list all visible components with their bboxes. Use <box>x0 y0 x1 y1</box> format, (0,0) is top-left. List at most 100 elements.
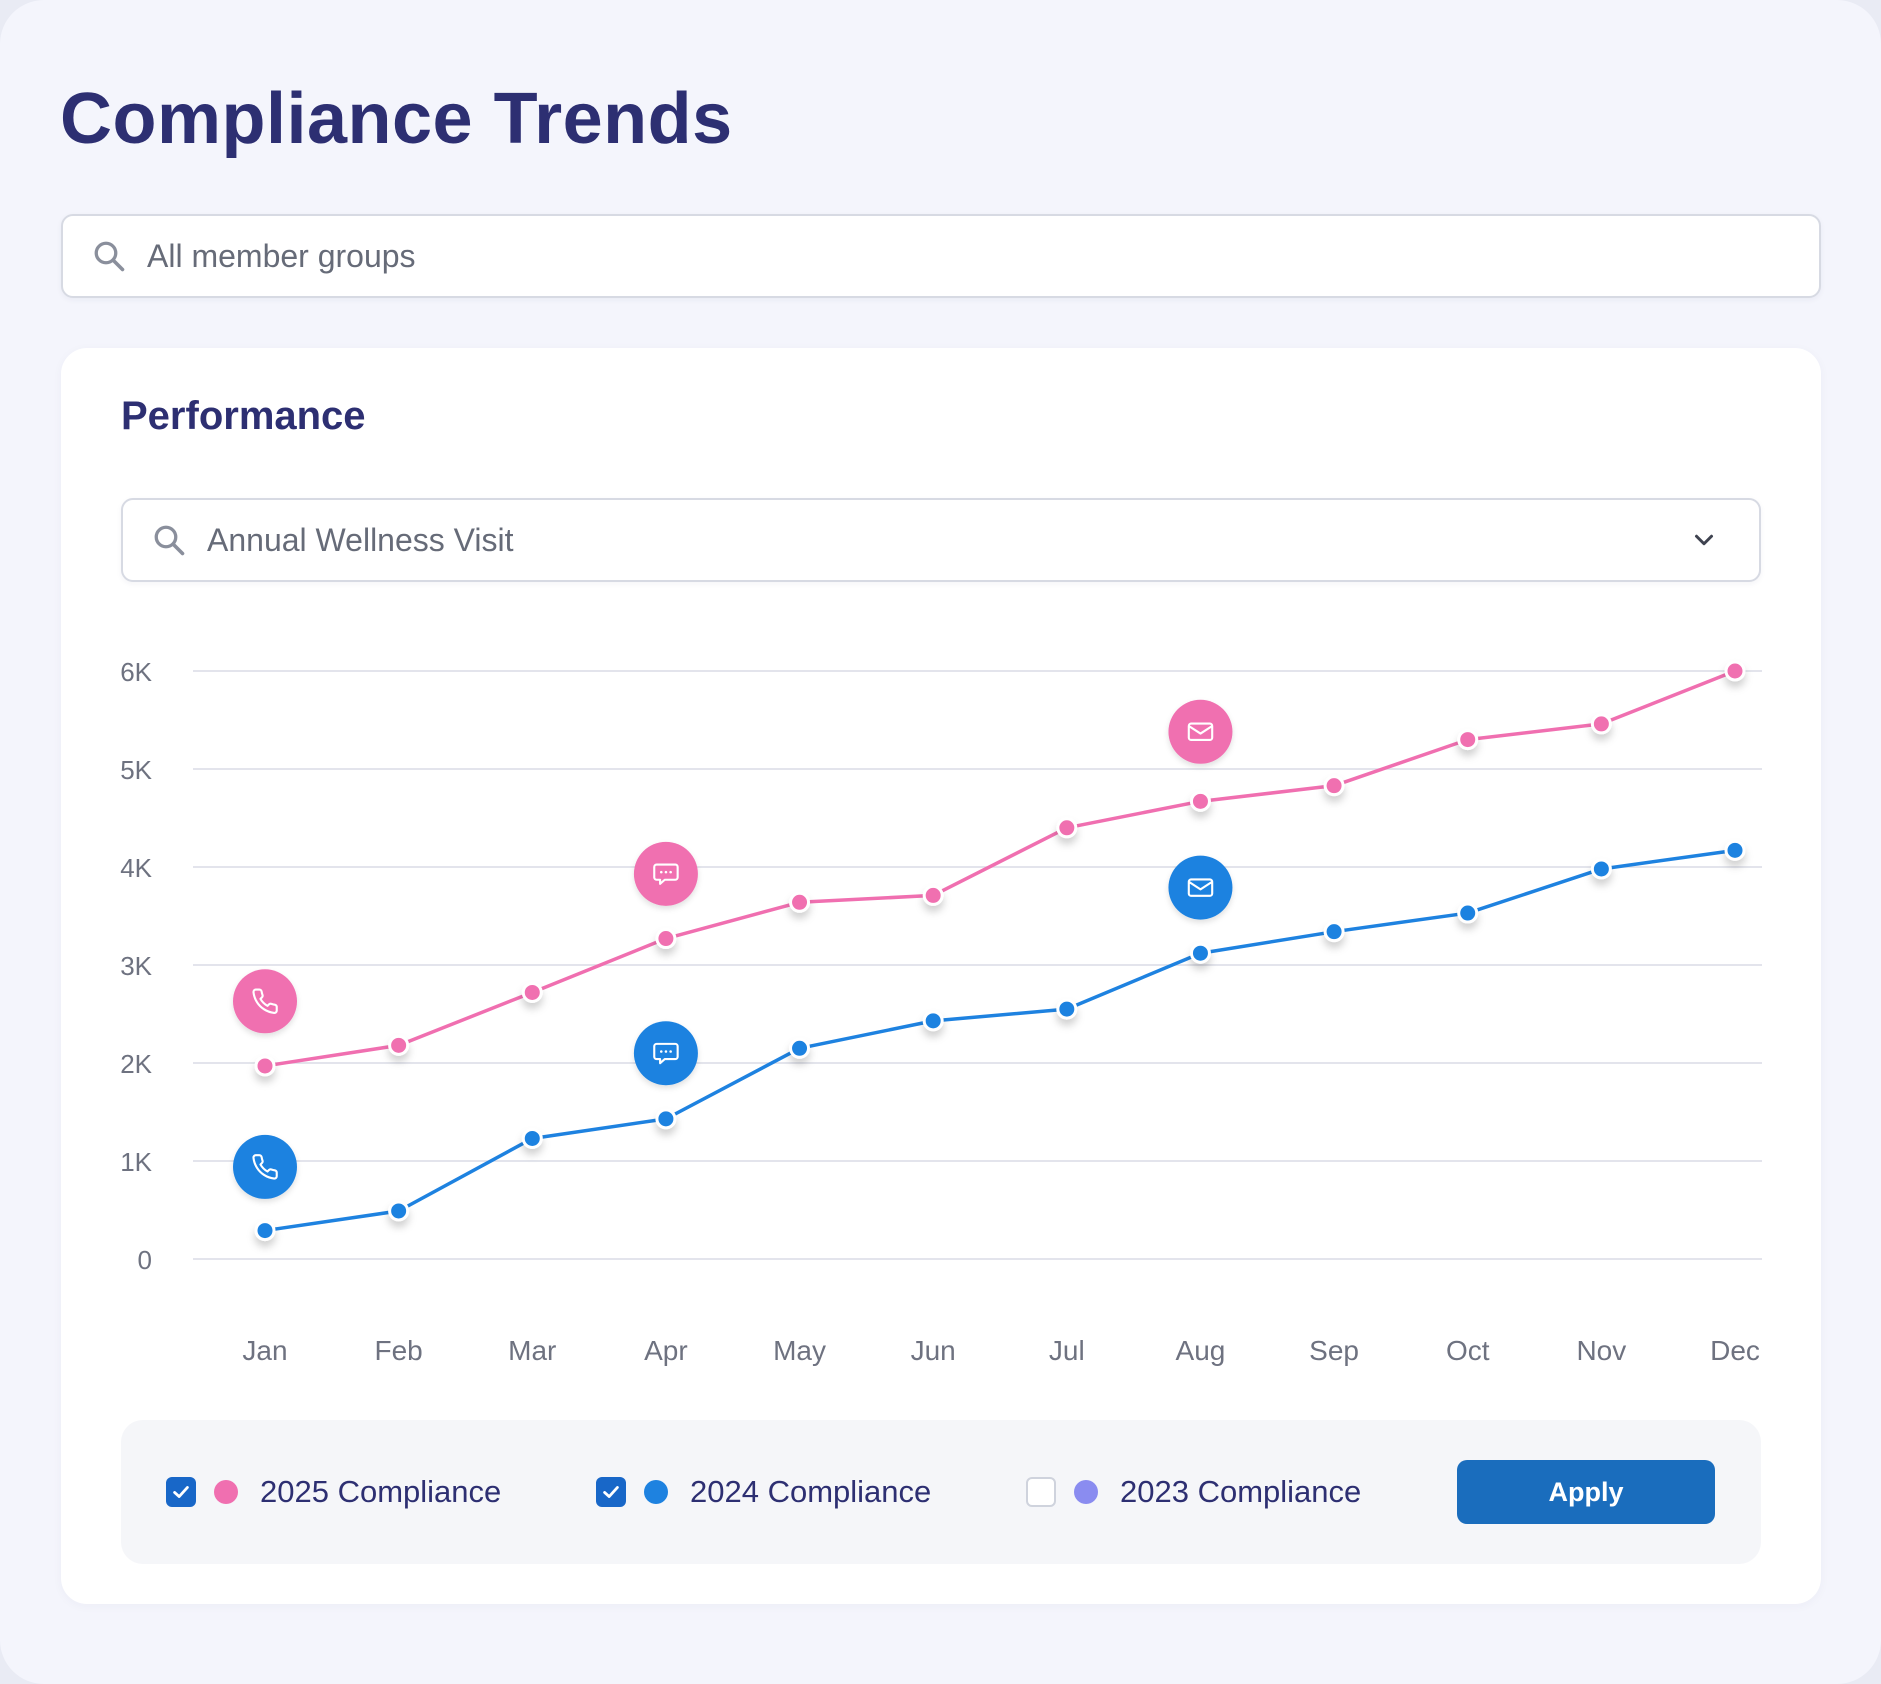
annotation-badge <box>633 1021 698 1086</box>
legend-label-2024: 2024 Compliance <box>690 1474 932 1509</box>
annotation-badge <box>1168 855 1233 920</box>
data-point <box>1590 713 1612 735</box>
annotation-circle <box>1168 855 1233 920</box>
page-title: Compliance Trends <box>60 79 733 159</box>
x-tick-label: Mar <box>508 1335 556 1366</box>
y-tick-label: 2K <box>120 1049 152 1079</box>
y-tick-label: 4K <box>120 853 152 883</box>
legend-label-2025: 2025 Compliance <box>260 1474 502 1509</box>
y-tick-label: 3K <box>120 951 152 981</box>
annotation-circle <box>633 1021 698 1086</box>
data-point <box>254 1055 276 1077</box>
message-dot <box>669 870 672 874</box>
x-tick-label: Aug <box>1176 1335 1226 1366</box>
legend-label-2023: 2023 Compliance <box>1120 1474 1362 1509</box>
legend-item-2025[interactable]: 2025 Compliance <box>166 1420 501 1564</box>
message-icon-path <box>653 1042 679 1065</box>
annotation-badge <box>233 1134 297 1199</box>
data-point <box>521 1127 543 1149</box>
data-point <box>1323 775 1345 797</box>
chevron-down-icon[interactable] <box>1689 525 1719 555</box>
member-group-search[interactable]: All member groups <box>61 214 1821 298</box>
phone-icon-path <box>252 988 278 1014</box>
data-point <box>1189 942 1211 964</box>
x-tick-label: Jun <box>911 1335 956 1366</box>
member-group-search-placeholder: All member groups <box>147 237 416 274</box>
data-point <box>922 884 944 906</box>
data-point <box>1056 998 1078 1020</box>
message-icon <box>653 1042 679 1065</box>
legend-checkbox-2024[interactable] <box>596 1477 626 1507</box>
data-point <box>1056 817 1078 839</box>
check-icon <box>173 1486 189 1498</box>
measure-select-value: Annual Wellness Visit <box>207 521 514 558</box>
data-point <box>1724 839 1746 861</box>
data-point <box>1457 902 1479 924</box>
x-tick-label: May <box>773 1335 826 1366</box>
search-icon <box>94 241 125 272</box>
legend-dot-2025 <box>214 1480 238 1504</box>
x-tick-label: Dec <box>1710 1335 1760 1366</box>
legend-dot-2023 <box>1074 1480 1098 1504</box>
data-point <box>388 1034 410 1056</box>
data-point <box>789 1037 811 1059</box>
x-tick-label: Apr <box>644 1335 688 1366</box>
data-point <box>922 1010 944 1032</box>
message-icon-path <box>653 863 679 885</box>
measure-select[interactable]: Annual Wellness Visit <box>121 498 1761 582</box>
annotation-badge <box>633 841 698 906</box>
x-tick-label: Nov <box>1576 1335 1626 1366</box>
phone-icon-path <box>252 1154 278 1180</box>
data-point <box>388 1200 410 1222</box>
search-icon <box>154 525 185 556</box>
data-point <box>1189 790 1211 812</box>
data-point <box>521 981 543 1003</box>
message-dot <box>669 1050 672 1053</box>
message-dot <box>659 1050 663 1053</box>
series-line-0 <box>263 669 1737 1068</box>
y-tick-label: 0 <box>138 1245 152 1275</box>
card-title: Performance <box>121 394 366 438</box>
series-line-1 <box>263 848 1737 1233</box>
x-tick-label: Oct <box>1446 1335 1490 1366</box>
message-dot <box>664 1050 668 1053</box>
phone-icon <box>252 988 278 1014</box>
data-point <box>655 1108 677 1130</box>
y-tick-label: 1K <box>120 1147 152 1177</box>
annotation-badge <box>1168 699 1233 764</box>
legend-checkbox-2023[interactable] <box>1026 1477 1056 1507</box>
data-point <box>1457 729 1479 751</box>
mail-icon-path <box>1187 722 1214 742</box>
legend-checkbox-2025[interactable] <box>166 1477 196 1507</box>
x-tick-label: Jan <box>242 1335 287 1366</box>
legend-item-2024[interactable]: 2024 Compliance <box>596 1420 931 1564</box>
data-point <box>789 891 811 913</box>
x-tick-label: Sep <box>1309 1335 1359 1366</box>
check-icon <box>603 1486 619 1498</box>
data-point <box>1590 858 1612 880</box>
data-point <box>655 928 677 950</box>
annotation-circle <box>633 841 698 906</box>
annotation-circle <box>233 1134 297 1199</box>
y-tick-label: 5K <box>120 755 152 785</box>
legend-dot-2024 <box>644 1480 668 1504</box>
phone-icon <box>252 1154 278 1180</box>
data-point <box>1323 921 1345 943</box>
mail-icon <box>1187 722 1214 742</box>
data-point <box>254 1220 276 1242</box>
message-dot <box>659 870 663 874</box>
data-point <box>1724 660 1746 682</box>
x-tick-label: Jul <box>1049 1335 1085 1366</box>
x-tick-label: Feb <box>375 1335 423 1366</box>
message-dot <box>664 870 668 874</box>
message-icon <box>653 863 679 885</box>
apply-button[interactable]: Apply <box>1457 1460 1715 1524</box>
annotation-badge <box>233 969 297 1034</box>
annotation-circle <box>233 969 297 1034</box>
mail-icon <box>1187 878 1214 897</box>
compliance-line-chart: 0 1K 2K 3K 4K 5K 6K Jan Feb Mar Apr May Jun Jul Aug Sep… <box>120 657 1762 1366</box>
y-tick-label: 6K <box>120 657 152 687</box>
legend-item-2023[interactable]: 2023 Compliance <box>1026 1420 1361 1564</box>
annotation-circle <box>1168 699 1233 764</box>
